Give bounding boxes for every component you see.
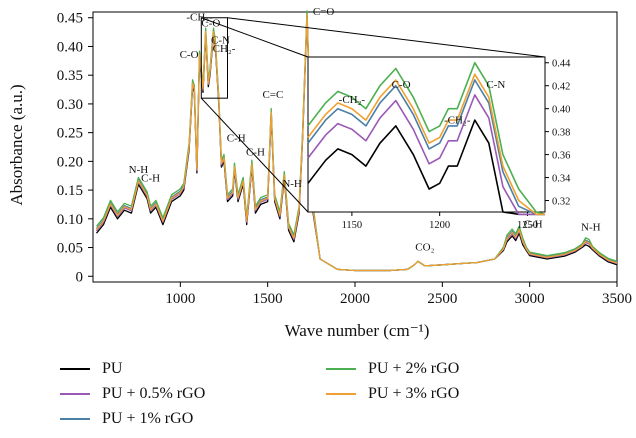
x-tick-label: 1000 (165, 291, 195, 307)
y-tick-label: 0.40 (57, 39, 83, 55)
inset-plot-area: 1150 1200 1250 0.32 0.34 0.36 0.38 0.40 0.42 0.44… (200, 17, 571, 231)
x-tick-label: 3000 (515, 291, 545, 307)
inset-y-tick-label: 0.38 (552, 128, 570, 139)
annotation-label: C-N (486, 79, 505, 91)
annotation-label: N-H (581, 221, 601, 233)
y-tick-label: 0.30 (57, 97, 83, 113)
annotation-label: C-H (524, 218, 543, 230)
annotation-label: C=C (262, 89, 283, 101)
annotation-label: N-H (282, 178, 302, 190)
x-tick-label: 2500 (427, 291, 457, 307)
series-line-4 (95, 13, 618, 272)
legend-label: PU (102, 360, 123, 377)
annotation-label: -CH₂- (186, 12, 213, 24)
inset-y-tick-label: 0.40 (552, 105, 570, 116)
annotation-label: C-O (180, 49, 199, 61)
annotation-label: C=O (313, 6, 335, 18)
main-plot-area: 1000 1500 2000 2500 3000 3500 0 0.05 0.10 0.15 0.2… (57, 6, 632, 307)
legend-item-pu-2: PU + 2% rGO (326, 360, 459, 378)
inset-series-line-2 (307, 79, 545, 216)
series-line-3 (95, 10, 618, 272)
y-tick-label: 0.45 (57, 11, 83, 27)
annotation-label: CO₂ (415, 241, 434, 253)
y-tick-label: 0.05 (57, 241, 83, 257)
series-line-0 (95, 17, 618, 272)
inset-x-tick-label: 1250 (517, 220, 538, 231)
zoom-connector (201, 17, 309, 58)
x-tick-label: 1500 (253, 291, 283, 307)
x-tick-label: 3500 (602, 291, 632, 307)
legend-item-pu-0-5: PU + 0.5% rGO (60, 385, 205, 403)
x-axis-title: Wave number (cm⁻¹) (285, 321, 430, 340)
legend-swatch (60, 393, 90, 395)
zoom-connector (200, 97, 309, 213)
legend-swatch (60, 418, 90, 420)
inset-y-tick-label: 0.42 (552, 82, 570, 93)
zoom-box (200, 17, 228, 99)
legend-label: PU + 1% rGO (102, 410, 194, 427)
annotation-label: -CH₂- (444, 115, 471, 127)
legend-label: PU + 3% rGO (368, 385, 460, 402)
annotation-label: -CH₂- (339, 94, 366, 106)
inset-x-tick-label: 1150 (342, 220, 363, 231)
legend-swatch (326, 368, 356, 370)
ftir-chart: 1000 1500 2000 2500 3000 3500 0 0.05 0.10 0.15 0.2… (7, 6, 632, 340)
annotation-label: N-H (129, 164, 149, 176)
legend-label: PU + 0.5% rGO (102, 385, 206, 402)
y-axis-title: Absorbance (a.u.) (7, 84, 26, 205)
legend-label: PU + 2% rGO (368, 360, 460, 377)
inset-frame (307, 56, 546, 213)
inset-y-tick-label: 0.32 (552, 197, 570, 208)
x-tick-label: 2000 (340, 291, 370, 307)
annotation-label: CH₂- (213, 43, 236, 55)
inset-series-line-1 (307, 94, 545, 216)
annotation-label: C-N (211, 35, 230, 47)
annotation-label: C-O (392, 79, 411, 91)
legend-item-pu: PU (60, 360, 122, 378)
inset-x-tick-label: 1200 (429, 220, 450, 231)
y-tick-label: 0 (76, 269, 84, 285)
inset-y-tick-label: 0.34 (552, 174, 571, 185)
zoom-connector (227, 17, 546, 58)
inset-series-line-3 (307, 61, 546, 216)
y-tick-label: 0.15 (57, 183, 83, 199)
annotation-label: C-H (246, 147, 265, 159)
inset-series-line-4 (307, 73, 545, 216)
y-tick-label: 0.25 (57, 126, 83, 142)
inset-series-line-0 (307, 119, 545, 216)
legend-swatch (326, 393, 356, 395)
legend-item-pu-1: PU + 1% rGO (60, 410, 193, 428)
inset-y-tick-label: 0.44 (552, 59, 571, 70)
annotation-label: C-O (201, 17, 220, 29)
legend-item-pu-3: PU + 3% rGO (326, 385, 459, 403)
inset-y-tick-label: 0.36 (552, 151, 570, 162)
y-tick-label: 0.10 (57, 212, 83, 228)
y-tick-label: 0.20 (57, 154, 83, 170)
legend-swatch (60, 368, 90, 370)
y-tick-label: 0.35 (57, 68, 83, 84)
annotation-label: C-H (141, 172, 160, 184)
